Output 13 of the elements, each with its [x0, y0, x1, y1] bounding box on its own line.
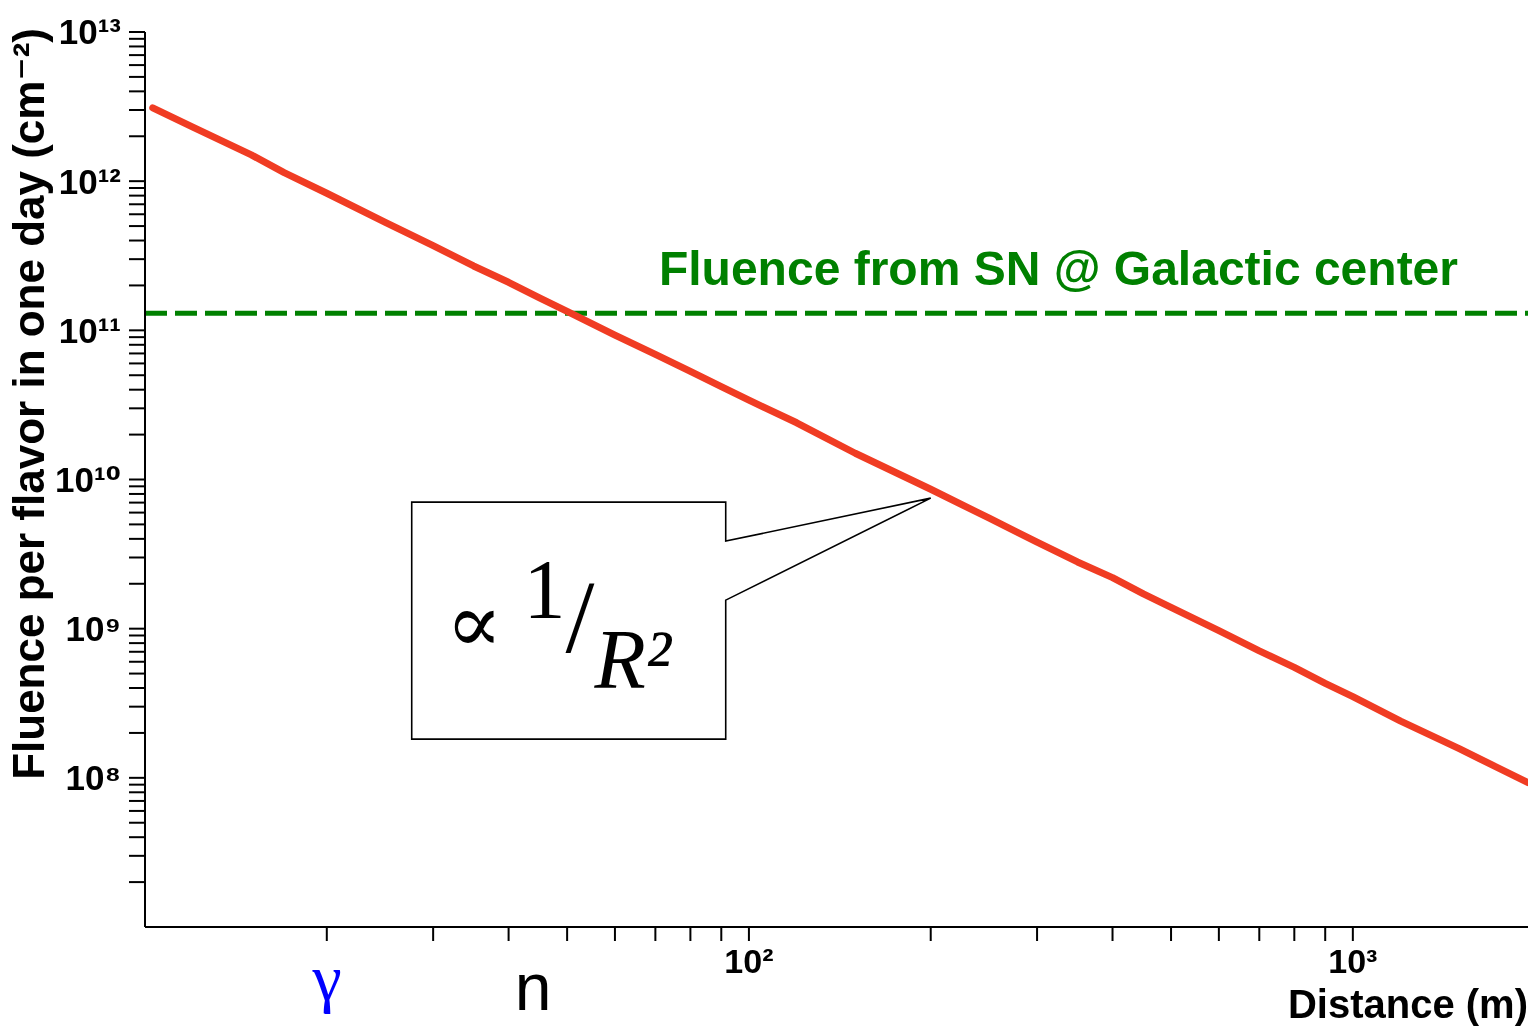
- x-tick-label: 10³: [1328, 942, 1378, 981]
- y-axis-title: Fluence per flavor in one day (cm⁻²): [4, 28, 53, 780]
- x-axis-title: Distance (m): [1287, 982, 1528, 1026]
- x-tick-label: 10²: [724, 942, 774, 981]
- ref-line-label: Fluence from SN @ Galactic center: [658, 242, 1458, 296]
- y-tick-label: 10¹¹: [58, 310, 121, 350]
- y-tick-label: 10¹⁰: [55, 459, 121, 499]
- y-tick-label: 10⁹: [65, 609, 121, 649]
- y-tick-label: 10¹³: [58, 12, 121, 52]
- text: γ: [311, 941, 342, 1014]
- y-tick-label: 10⁸: [65, 758, 121, 798]
- y-tick-label: 10¹²: [58, 161, 121, 201]
- text: n: [514, 950, 552, 1024]
